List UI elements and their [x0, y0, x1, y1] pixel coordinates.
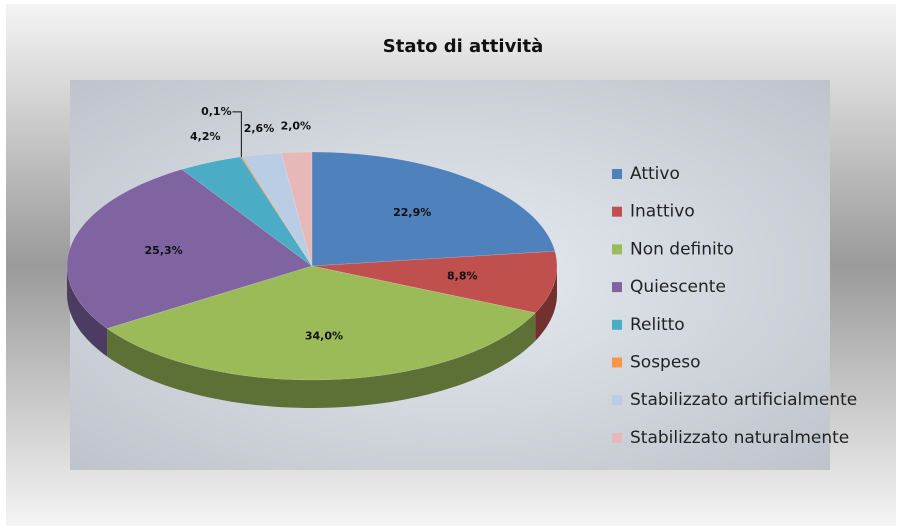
slice — [311, 151, 556, 267]
legend-swatch — [612, 357, 622, 368]
legend-swatch — [612, 282, 622, 293]
slice — [280, 151, 313, 267]
slice-side — [107, 312, 536, 408]
legend-label: Quiescente — [630, 277, 726, 297]
legend-label: Sospeso — [630, 353, 701, 373]
data-label: 22,9% — [393, 206, 431, 219]
legend-swatch — [612, 395, 622, 406]
leader-line — [232, 111, 242, 157]
legend-label: Stabilizzato artificialmente — [630, 390, 857, 410]
data-label: 4,2% — [190, 130, 221, 143]
data-label: 8,8% — [447, 269, 478, 282]
legend-swatch — [612, 432, 622, 443]
legend-label: Non definito — [630, 239, 734, 259]
slice — [66, 169, 313, 329]
slice — [106, 265, 536, 381]
data-label: 2,6% — [244, 122, 275, 135]
slice — [181, 156, 313, 267]
legend-swatch — [612, 169, 622, 179]
data-label: 34,0% — [305, 329, 343, 342]
legend-label: Stabilizzato naturalmente — [630, 428, 849, 448]
data-label: 0,1% — [201, 105, 232, 118]
data-label: 25,3% — [145, 244, 183, 257]
legend-label: Relitto — [630, 315, 685, 335]
slice-side — [535, 266, 557, 341]
legend-swatch — [612, 206, 622, 217]
legend-label: Attivo — [630, 164, 680, 184]
slice — [311, 250, 558, 314]
legend-label: Inattivo — [630, 202, 695, 222]
chart-title: Stato di attività — [383, 36, 543, 57]
legend-swatch — [612, 319, 622, 330]
slice — [241, 152, 313, 267]
data-label: 2,0% — [281, 120, 312, 133]
legend-swatch — [612, 244, 622, 255]
